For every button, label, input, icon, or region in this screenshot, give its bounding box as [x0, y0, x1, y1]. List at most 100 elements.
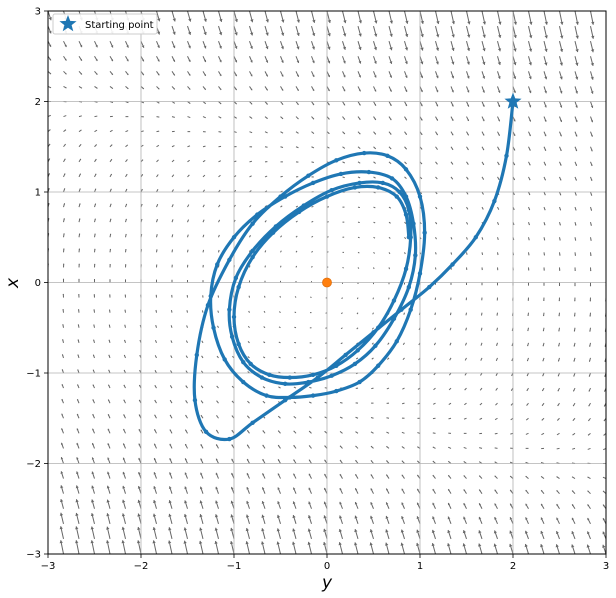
- vector-field-arrowhead: [121, 513, 126, 517]
- vector-field-arrowhead: [528, 62, 532, 66]
- vector-field-arrowhead: [497, 76, 501, 79]
- vector-field-arrowhead: [139, 385, 141, 387]
- vector-field-arrowhead: [49, 72, 51, 75]
- vector-field-arrowhead: [543, 299, 545, 301]
- vector-field-arrowhead: [420, 20, 425, 24]
- vector-field-arrowhead: [108, 324, 111, 326]
- vector-field-arrowhead: [342, 33, 347, 37]
- vector-field-arrow: [371, 357, 374, 360]
- vector-field-arrowhead: [432, 461, 435, 463]
- vector-field-arrowhead: [467, 119, 469, 121]
- vector-field-arrow: [340, 327, 343, 330]
- vector-field-arrow: [466, 206, 469, 210]
- vector-field-arrowhead: [572, 434, 574, 436]
- vector-field-arrow: [280, 175, 283, 178]
- vector-field-arrowhead: [404, 47, 409, 51]
- vector-field-arrowhead: [401, 516, 404, 519]
- vector-field-arrowhead: [417, 446, 419, 448]
- vector-field-arrowhead: [157, 18, 161, 22]
- vector-field-arrowhead: [138, 414, 141, 416]
- vector-field-arrow: [481, 237, 484, 240]
- vector-field-arrowhead: [136, 540, 141, 544]
- vector-field-arrowhead: [185, 429, 187, 432]
- vector-field-arrowhead: [173, 73, 175, 76]
- vector-field-arrowhead: [510, 475, 512, 478]
- vector-field-arrow: [494, 417, 498, 421]
- vector-field-arrowhead: [557, 419, 559, 421]
- vector-field-arrowhead: [79, 188, 81, 190]
- vector-field-arrowhead: [327, 33, 331, 37]
- vector-field-arrowhead: [296, 88, 299, 91]
- x-tick-label: 0: [324, 561, 330, 572]
- vector-field-arrowhead: [64, 158, 66, 160]
- vector-field-arrowhead: [234, 60, 238, 63]
- vector-field-arrowhead: [389, 20, 394, 24]
- trajectory-point: [231, 314, 237, 320]
- vector-field-arrowhead: [109, 233, 112, 235]
- vector-field-arrowhead: [111, 101, 113, 103]
- vector-field-arrowhead: [543, 254, 545, 256]
- vector-field-arrowhead: [308, 501, 311, 505]
- vector-field-arrowhead: [184, 472, 187, 475]
- vector-field-arrow: [465, 312, 467, 316]
- vector-field-arrowhead: [231, 472, 234, 476]
- trajectory-point: [324, 194, 330, 199]
- vector-field-arrowhead: [603, 448, 605, 450]
- vector-field-arrow: [249, 204, 252, 208]
- vector-field-arrowhead: [59, 512, 64, 516]
- markers: [322, 92, 522, 288]
- vector-field-arrowhead: [559, 239, 561, 241]
- vector-field-arrowhead: [338, 528, 343, 533]
- trajectory-point: [399, 307, 404, 312]
- vector-field-arrowhead: [185, 385, 187, 387]
- vector-field-arrowhead: [63, 188, 66, 190]
- vector-field-arrowhead: [124, 309, 126, 311]
- vector-field-arrowhead: [451, 47, 455, 51]
- vector-field-arrowhead: [529, 35, 533, 39]
- vector-field-arrowhead: [510, 489, 512, 492]
- vector-field-arrowhead: [62, 354, 64, 356]
- vector-field-arrowhead: [511, 374, 513, 376]
- trajectory-point: [417, 271, 423, 276]
- vector-field-arrowhead: [529, 149, 531, 151]
- trajectory-point: [208, 293, 213, 299]
- vector-field-arrow: [481, 191, 484, 195]
- vector-field-arrowhead: [157, 59, 160, 62]
- vector-field-arrow: [450, 237, 453, 240]
- vector-field-arrowhead: [185, 415, 187, 417]
- vector-field-arrowhead: [76, 428, 79, 431]
- trajectory-point: [334, 363, 339, 368]
- vector-field-arrowhead: [122, 499, 126, 503]
- vector-field-arrow: [156, 159, 159, 163]
- x-tick-label: 3: [603, 561, 609, 572]
- vector-field-arrowhead: [109, 279, 111, 281]
- vector-field-arrowhead: [525, 517, 528, 520]
- vector-field-arrow: [525, 432, 529, 435]
- vector-field-arrowhead: [77, 354, 79, 356]
- vector-field-arrow: [140, 130, 144, 133]
- trajectory-point: [338, 171, 344, 177]
- vector-field-arrowhead: [541, 490, 543, 492]
- vector-field-arrowhead: [281, 60, 284, 63]
- vector-field-arrowhead: [358, 75, 361, 78]
- vector-field-arrow: [248, 310, 250, 313]
- vector-field-arrow: [293, 415, 297, 419]
- vector-field-arrowhead: [420, 89, 423, 93]
- vector-field-arrowhead: [111, 87, 113, 89]
- vector-field-arrowhead: [75, 526, 79, 530]
- vector-field-arrowhead: [497, 90, 501, 93]
- vector-field-arrowhead: [343, 103, 345, 106]
- vector-field-arrowhead: [141, 189, 143, 191]
- vector-field-arrowhead: [385, 542, 389, 546]
- vector-field-arrowhead: [216, 429, 218, 432]
- vector-field-arrowhead: [49, 44, 52, 47]
- vector-field-arrowhead: [494, 503, 497, 506]
- y-axis-label: x: [3, 277, 23, 289]
- vector-field-arrowhead: [168, 527, 172, 531]
- vector-field-arrow: [171, 145, 175, 148]
- vector-field-arrowhead: [400, 529, 405, 533]
- vector-field-arrowhead: [451, 61, 455, 65]
- trajectory-point: [492, 198, 497, 204]
- trajectory-point: [403, 266, 409, 272]
- trajectory-point: [375, 363, 381, 368]
